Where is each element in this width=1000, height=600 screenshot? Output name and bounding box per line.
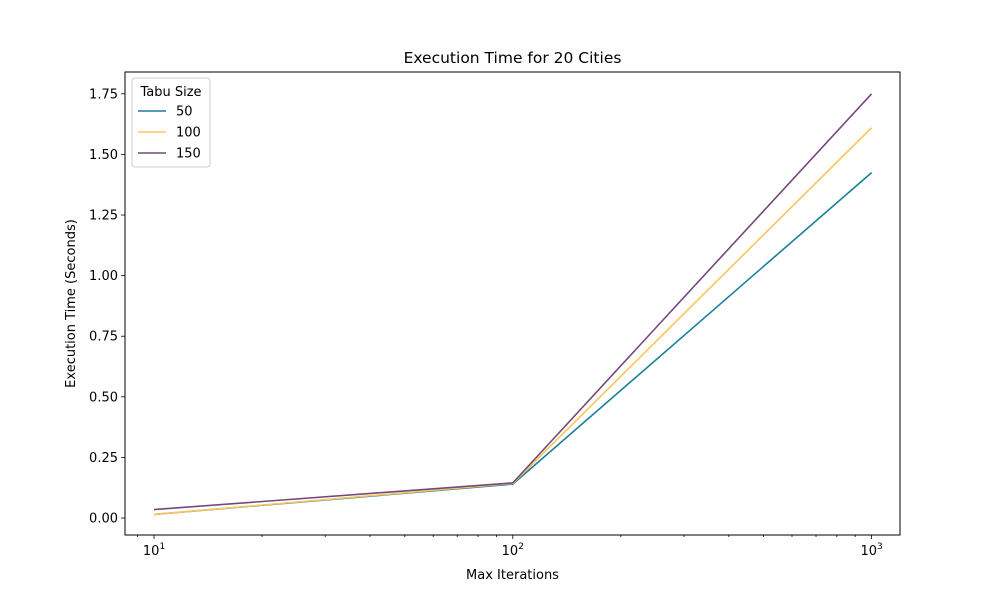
x-minor-ticks [137,535,856,537]
legend-entries: 50 100 150 [138,105,201,162]
plot-area [124,71,901,536]
legend-title: Tabu Size [139,85,201,100]
y-tick-label: 1.25 [89,209,118,224]
x-tick-label: 103 [860,542,882,559]
legend-label-100: 100 [176,126,201,141]
y-tick-label: 1.50 [89,148,118,163]
legend-label-50: 50 [176,105,193,120]
x-axis-label: Max Iterations [466,568,559,583]
x-tick-label: 102 [502,542,524,559]
y-tick-label: 1.75 [89,87,118,102]
y-tick-label: 0.50 [89,390,118,405]
legend: Tabu Size 50 100 150 [131,77,211,168]
y-tick-label: 0.00 [89,512,118,527]
x-axis-ticks: 101 102 103 [143,535,883,559]
y-axis-label: Execution Time (Seconds) [64,219,79,388]
legend-label-150: 150 [176,147,201,162]
series-line-150 [153,93,873,511]
legend-frame [131,77,211,168]
y-tick-label: 1.00 [89,269,118,284]
y-tick-label: 0.25 [89,451,118,466]
x-tick-label: 101 [143,542,165,559]
y-tick-label: 0.75 [89,330,118,345]
series-lines [153,93,873,516]
y-axis-ticks: 0.00 0.25 0.50 0.75 1.00 1.25 1.50 1.75 [89,87,125,527]
chart-title: Execution Time for 20 Cities [404,49,622,67]
